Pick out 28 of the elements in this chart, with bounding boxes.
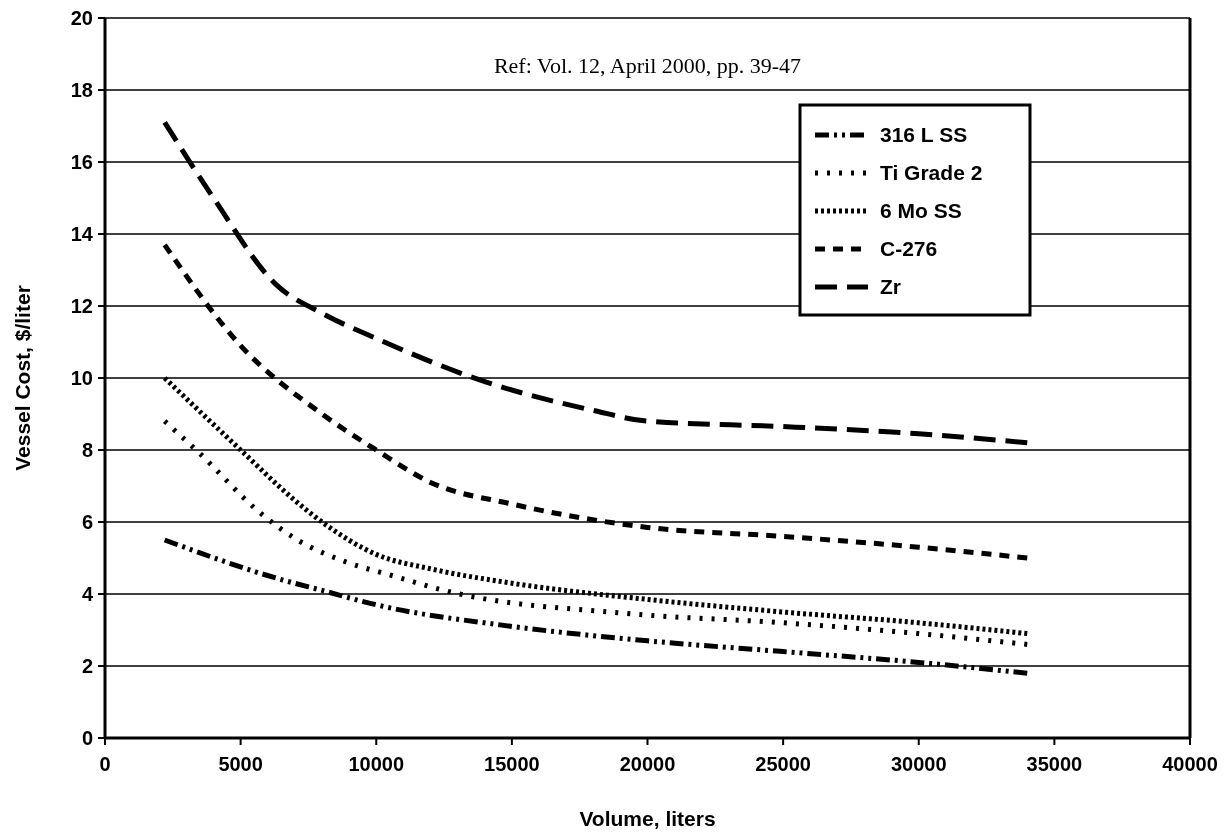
- annotation: Ref: Vol. 12, April 2000, pp. 39-47: [493, 53, 802, 78]
- x-tick-label: 25000: [755, 753, 811, 775]
- x-tick-label: 0: [99, 753, 111, 775]
- legend-label: 6 Mo SS: [880, 199, 962, 223]
- y-tick-label: 12: [70, 295, 93, 317]
- y-tick-label: 14: [70, 223, 94, 245]
- y-tick-label: 8: [81, 439, 93, 461]
- x-tick-label: 5000: [218, 753, 263, 775]
- legend-label: Ti Grade 2: [880, 161, 983, 185]
- y-tick-label: 2: [81, 655, 93, 677]
- y-tick-label: 0: [81, 727, 93, 749]
- y-tick-label: 10: [70, 367, 93, 389]
- legend-label: C-276: [880, 237, 938, 261]
- x-tick-label: 20000: [619, 753, 676, 775]
- x-tick-label: 35000: [1026, 753, 1083, 775]
- y-tick-label: 18: [70, 79, 93, 101]
- x-tick-label: 30000: [890, 753, 947, 775]
- y-tick-label: 4: [81, 583, 94, 605]
- y-axis-title: Vessel Cost, $/liter: [11, 285, 34, 471]
- legend-label: 316 L SS: [880, 123, 968, 147]
- x-tick-label: 40000: [1162, 753, 1218, 775]
- y-tick-label: 6: [81, 511, 93, 533]
- legend-label: Zr: [880, 275, 901, 299]
- y-tick-label: 20: [70, 7, 93, 29]
- x-tick-label: 10000: [348, 753, 405, 775]
- x-tick-label: 15000: [484, 753, 540, 775]
- y-tick-label: 16: [70, 151, 93, 173]
- x-axis-title: Volume, liters: [579, 807, 716, 830]
